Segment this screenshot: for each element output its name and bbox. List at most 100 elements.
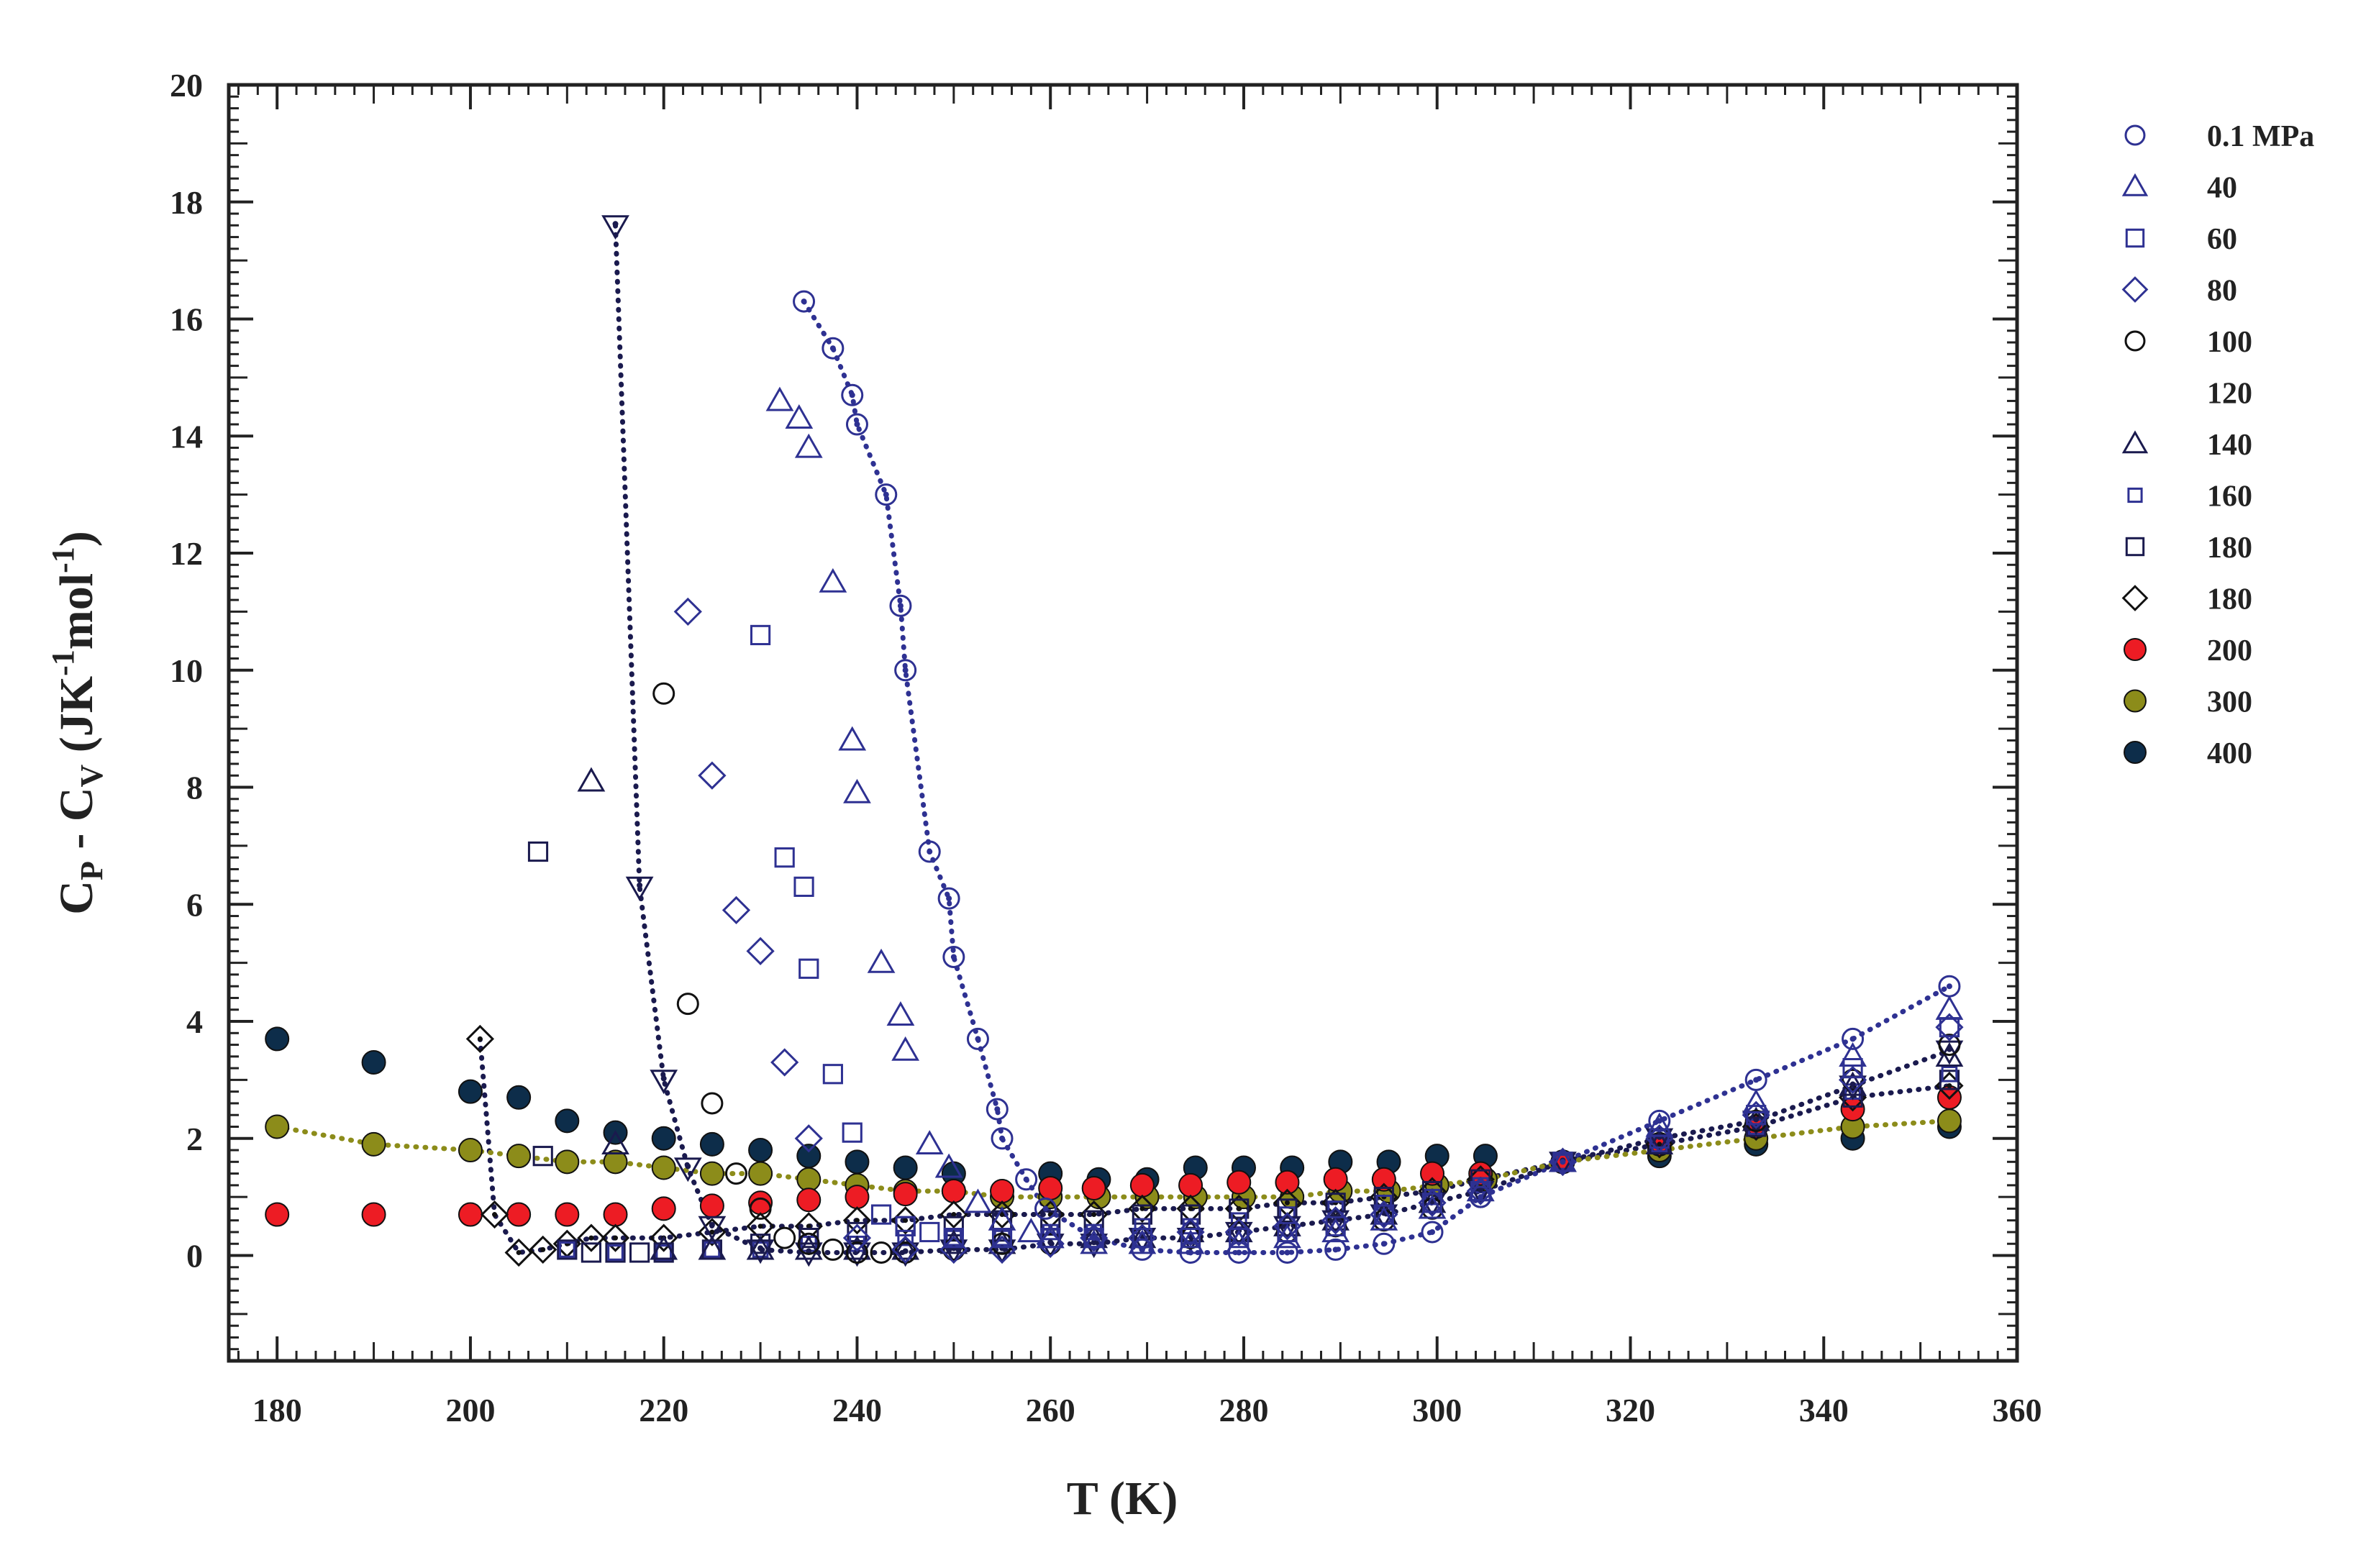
data-point xyxy=(458,1079,483,1104)
data-point-center xyxy=(1657,1141,1662,1147)
data-point-center xyxy=(637,882,643,888)
legend-label: 180 xyxy=(2207,532,2252,565)
data-point xyxy=(793,290,816,313)
data-point xyxy=(1842,1087,1863,1108)
data-point xyxy=(1083,1226,1106,1249)
data-point-center xyxy=(1478,1187,1484,1193)
data-point xyxy=(1421,1193,1443,1213)
legend-item: 0.1 MPa xyxy=(2124,120,2314,153)
data-point xyxy=(651,1126,676,1151)
data-point xyxy=(1469,1185,1492,1208)
data-point-center xyxy=(757,1245,764,1252)
data-point xyxy=(774,847,795,868)
data-point xyxy=(939,1200,968,1229)
data-point xyxy=(1321,1210,1350,1235)
data-point xyxy=(699,1161,724,1186)
data-point-center xyxy=(492,1212,498,1218)
data-point xyxy=(1938,1034,1961,1057)
data-point xyxy=(845,1149,870,1175)
data-point xyxy=(990,1179,1015,1204)
data-point xyxy=(841,383,864,406)
data-point xyxy=(601,1223,630,1252)
legend-label: 40 xyxy=(2207,172,2237,205)
data-point-center xyxy=(1284,1249,1291,1256)
data-point xyxy=(842,1122,863,1143)
data-point xyxy=(894,659,917,682)
data-point xyxy=(1277,1221,1298,1243)
data-point xyxy=(895,1216,916,1236)
data-point xyxy=(1746,1105,1767,1126)
data-point xyxy=(845,1185,870,1210)
major-ticks xyxy=(229,83,2019,1361)
data-point xyxy=(603,1202,628,1227)
data-point-center xyxy=(1042,1205,1049,1212)
data-point-center xyxy=(994,1106,1001,1113)
x-tick-label: 260 xyxy=(1026,1392,1075,1428)
data-point xyxy=(1229,1228,1250,1249)
data-point-center xyxy=(1284,1200,1290,1205)
x-tick-label: 220 xyxy=(639,1392,688,1428)
data-point xyxy=(1229,1198,1250,1219)
series-line-0 xyxy=(801,298,1952,1255)
data-point xyxy=(889,594,912,617)
data-point xyxy=(1839,1042,1867,1067)
data-point xyxy=(796,1144,822,1169)
data-point xyxy=(458,1138,483,1163)
data-point xyxy=(1080,1229,1109,1254)
data-point xyxy=(897,1229,914,1246)
data-point xyxy=(625,876,654,901)
data-point-center xyxy=(613,1235,619,1241)
data-point xyxy=(847,1221,868,1243)
y-axis-title: CP - CV (JK-1mol-1) xyxy=(45,531,109,914)
y-tick-label: 18 xyxy=(170,184,203,221)
data-point xyxy=(651,1155,676,1180)
data-point xyxy=(1230,1212,1247,1229)
data-point-center xyxy=(1753,1077,1760,1083)
data-point-center xyxy=(1047,1239,1054,1246)
data-point xyxy=(794,1124,823,1153)
y-axis-title-sup2: -1 xyxy=(45,547,81,573)
data-point-center xyxy=(1023,1176,1029,1182)
legend-label: 160 xyxy=(2207,480,2252,514)
data-point xyxy=(1180,1228,1201,1249)
data-point xyxy=(798,958,819,979)
y-axis-title-sub2: V xyxy=(74,765,109,788)
series-points-11 xyxy=(265,1108,1962,1210)
data-point xyxy=(1648,1109,1671,1132)
data-point-center xyxy=(1139,1246,1145,1253)
series-points-0 xyxy=(793,290,1961,1264)
data-point xyxy=(698,1216,727,1241)
data-point-center xyxy=(999,1212,1005,1218)
data-point xyxy=(1420,1161,1445,1186)
series-points xyxy=(265,215,1964,1267)
y-axis-title-main: C xyxy=(50,880,103,915)
x-tick-label: 200 xyxy=(445,1392,495,1428)
data-point-center xyxy=(1656,1118,1662,1124)
data-point xyxy=(1325,1216,1346,1236)
data-point-center xyxy=(1380,1241,1387,1247)
legend-item: 120 xyxy=(2207,378,2252,411)
data-point xyxy=(1373,1204,1394,1225)
legend-label: 300 xyxy=(2207,686,2252,719)
data-point xyxy=(1227,1170,1252,1195)
data-point xyxy=(724,1162,747,1185)
data-point-center xyxy=(709,1221,715,1228)
x-tick-label: 340 xyxy=(1799,1392,1849,1428)
data-point xyxy=(1370,1205,1398,1231)
data-point xyxy=(699,1131,724,1157)
data-point xyxy=(2125,228,2145,248)
data-point xyxy=(986,1098,1009,1121)
x-tick-label: 180 xyxy=(252,1392,302,1428)
data-point xyxy=(2124,124,2146,146)
data-point xyxy=(2124,330,2146,352)
data-point xyxy=(746,1235,775,1260)
data-point xyxy=(480,1200,509,1229)
series-points-1 xyxy=(765,386,1964,1254)
x-tick-label: 320 xyxy=(1606,1392,1655,1428)
data-point xyxy=(1016,1218,1045,1243)
legend-item: 80 xyxy=(2121,275,2237,308)
data-point xyxy=(701,1092,724,1115)
data-point-center xyxy=(806,1248,812,1254)
data-point xyxy=(891,1235,920,1264)
plot-frame xyxy=(227,83,2019,1363)
